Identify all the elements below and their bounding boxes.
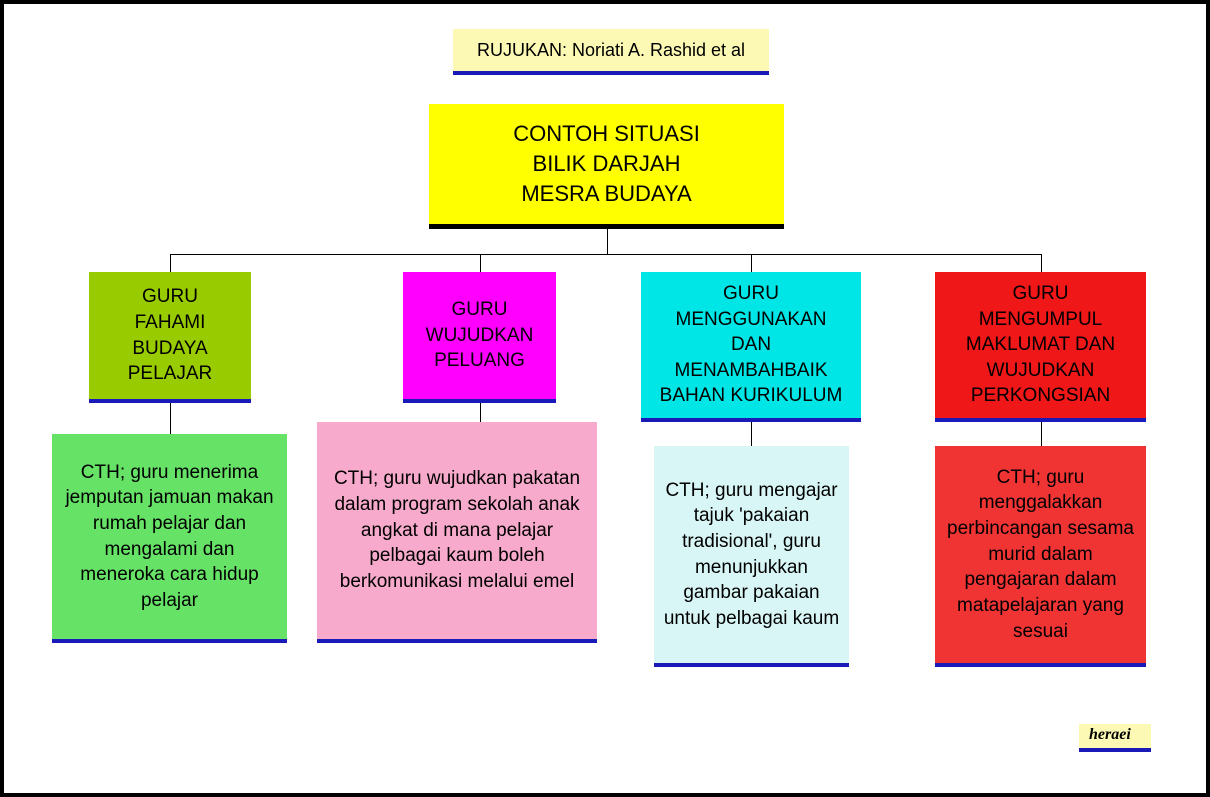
- connector-line: [480, 403, 481, 422]
- example-box: CTH; guru wujudkan pakatan dalam program…: [317, 422, 597, 639]
- connector-line: [170, 254, 171, 272]
- connector-line: [751, 422, 752, 446]
- connector-line: [1041, 254, 1042, 272]
- example-box: CTH; guru menerima jemputan jamuan makan…: [52, 434, 287, 639]
- category-box: GURUFAHAMIBUDAYAPELAJAR: [89, 272, 251, 399]
- example-box: CTH; guru mengajar tajuk 'pakaian tradis…: [654, 446, 849, 663]
- connector-line: [607, 229, 608, 254]
- example-box: CTH; guru menggalakkan perbincangan sesa…: [935, 446, 1146, 663]
- reference-box: RUJUKAN: Noriati A. Rashid et al: [453, 29, 769, 71]
- connector-line: [170, 403, 171, 434]
- connector-line: [751, 254, 752, 272]
- category-box: GURUMENGGUNAKANDANMENAMBAHBAIKBAHAN KURI…: [641, 272, 861, 418]
- category-box: GURUMENGUMPULMAKLUMAT DANWUJUDKANPERKONG…: [935, 272, 1146, 418]
- signature-label: heraei: [1079, 724, 1151, 748]
- connector-line: [480, 254, 481, 272]
- diagram-frame: RUJUKAN: Noriati A. Rashid et al CONTOH …: [0, 0, 1210, 797]
- category-box: GURUWUJUDKANPELUANG: [403, 272, 556, 399]
- connector-line: [1041, 422, 1042, 446]
- connector-line: [170, 254, 1041, 255]
- title-box: CONTOH SITUASIBILIK DARJAHMESRA BUDAYA: [429, 104, 784, 224]
